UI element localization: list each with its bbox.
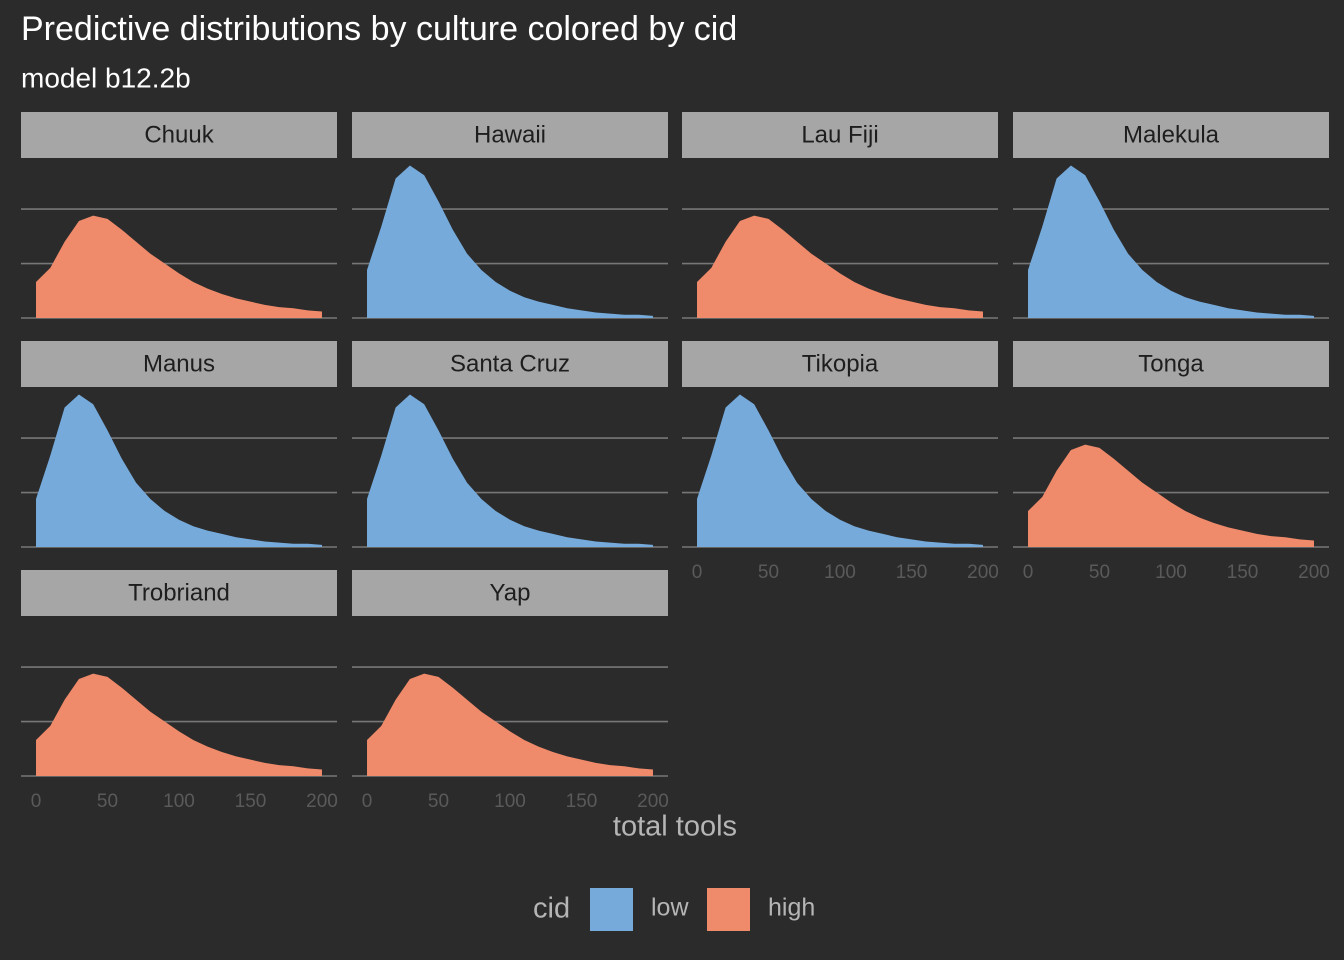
x-tick-label: 50 (758, 562, 779, 583)
facet-strip (682, 341, 998, 387)
legend-label: high (768, 894, 815, 922)
x-tick-label: 0 (362, 791, 373, 812)
density-area (36, 215, 322, 318)
x-tick-label: 150 (896, 562, 928, 583)
x-tick-label: 200 (967, 562, 999, 583)
x-tick-label: 100 (824, 562, 856, 583)
density-area (367, 394, 653, 547)
x-tick-label: 200 (1298, 562, 1330, 583)
density-area (367, 673, 653, 776)
facet-title: Malekula (1123, 121, 1220, 148)
x-tick-label: 150 (235, 791, 267, 812)
x-tick-label: 50 (97, 791, 118, 812)
facet-title: Manus (143, 350, 215, 377)
legend-key (707, 888, 750, 931)
facet-title: Chuuk (144, 121, 214, 148)
x-tick-label: 150 (1227, 562, 1259, 583)
density-area (1028, 165, 1314, 318)
facet-strip (1013, 112, 1329, 158)
x-tick-label: 0 (1023, 562, 1034, 583)
facet-title: Tikopia (802, 350, 879, 377)
legend-title: cid (533, 893, 570, 925)
facet-title: Santa Cruz (450, 350, 570, 377)
legend-key (590, 888, 633, 931)
facet-title: Lau Fiji (801, 121, 878, 148)
chart-title: Predictive distributions by culture colo… (21, 10, 737, 48)
x-tick-label: 0 (31, 791, 42, 812)
density-area (697, 394, 983, 547)
facet-strip (352, 341, 668, 387)
facet-strip (1013, 341, 1329, 387)
facet-title: Tonga (1138, 350, 1204, 377)
density-area (697, 215, 983, 318)
x-tick-label: 50 (1089, 562, 1110, 583)
facet-title: Hawaii (474, 121, 546, 148)
facet-strip (682, 112, 998, 158)
density-area (36, 673, 322, 776)
x-tick-label: 200 (637, 791, 669, 812)
legend-label: low (651, 894, 689, 922)
x-tick-label: 50 (428, 791, 449, 812)
x-tick-label: 150 (566, 791, 598, 812)
x-tick-label: 100 (1155, 562, 1187, 583)
x-tick-label: 200 (306, 791, 338, 812)
facet-strip (21, 112, 337, 158)
density-area (36, 394, 322, 547)
density-area (1028, 444, 1314, 547)
facet-strip (21, 341, 337, 387)
facet-title: Yap (490, 579, 531, 606)
facet-title: Trobriand (128, 579, 230, 606)
facet-strip (352, 570, 668, 616)
facet-strip (352, 112, 668, 158)
x-tick-label: 0 (692, 562, 703, 583)
x-axis-title: total tools (613, 811, 737, 843)
x-tick-label: 100 (494, 791, 526, 812)
facet-strip (21, 570, 337, 616)
chart-subtitle: model b12.2b (21, 62, 191, 93)
density-area (367, 165, 653, 318)
x-tick-label: 100 (163, 791, 195, 812)
